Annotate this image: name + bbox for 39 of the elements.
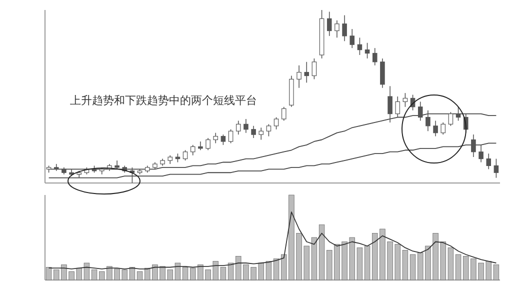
candlestick (334, 20, 340, 38)
candlestick (440, 122, 446, 135)
candlestick (182, 150, 188, 161)
candlestick (456, 106, 461, 122)
candlestick (494, 158, 499, 178)
annotation: 上升趋势和下跌趋势中的两个短线平台 (70, 94, 257, 107)
candlestick (471, 134, 476, 158)
candlestick (418, 101, 423, 122)
candlestick (258, 127, 264, 140)
candlestick (266, 124, 272, 137)
candlestick (228, 128, 234, 144)
candlestick (395, 96, 400, 118)
candlestick (380, 58, 385, 88)
candlestick (342, 14, 347, 42)
candlestick (198, 141, 203, 151)
candlestick (251, 126, 256, 138)
candlestick (388, 86, 392, 123)
candlestick (206, 138, 210, 151)
candlestick (326, 11, 332, 36)
candlestick (244, 118, 248, 134)
candlestick (364, 42, 370, 59)
candlestick (478, 144, 484, 163)
candlestick (350, 28, 355, 48)
candlestick (357, 37, 362, 56)
candlestick (236, 120, 241, 135)
candlestick (448, 112, 454, 126)
candlestick (213, 132, 218, 144)
candlestick (486, 153, 492, 170)
candlestick (296, 64, 302, 88)
candlestick (312, 58, 317, 80)
candlestick (402, 92, 408, 108)
candlestick (433, 120, 438, 137)
candlestick (372, 48, 378, 66)
candlestick (220, 134, 226, 146)
candlestick (190, 144, 196, 156)
candlestick (426, 110, 430, 132)
candlestick (274, 116, 279, 130)
candlestick (281, 106, 286, 122)
candlestick (304, 62, 310, 84)
